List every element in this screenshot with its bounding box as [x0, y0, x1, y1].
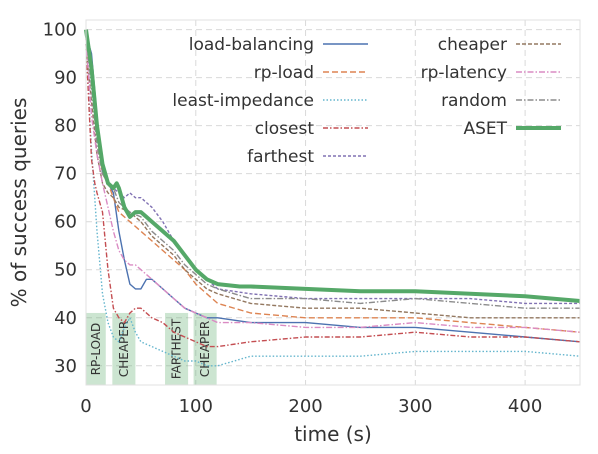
phase-band [193, 312, 217, 385]
series-line-cheaper [85, 48, 580, 319]
series-line-aset [84, 29, 581, 303]
x-tick-label: 400 [508, 396, 542, 417]
legend-label: rp-latency [421, 63, 507, 83]
y-tick-label: 30 [54, 356, 77, 377]
y-tick-label: 50 [54, 260, 77, 281]
y-tick-label: 90 [54, 68, 77, 89]
y-tick-label: 70 [54, 164, 77, 185]
legend-label: ASET [463, 119, 507, 139]
legend-label: cheaper [438, 35, 507, 55]
legend-label: closest [255, 119, 315, 139]
phase-label: CHEAPER [198, 321, 212, 377]
x-tick-label: 300 [398, 396, 432, 417]
series-line-closest [85, 43, 581, 348]
phase-label: RP-LOAD [89, 323, 103, 376]
legend-label: least-impedance [172, 91, 314, 111]
phase-label: CHEAPER [117, 321, 131, 377]
legend-label: random [441, 91, 507, 111]
phase-label: FARTHEST [170, 318, 184, 379]
y-axis-title: % of success queries [7, 98, 31, 308]
phase-band [112, 312, 136, 385]
x-tick-label: 0 [80, 396, 91, 417]
y-tick-label: 100 [43, 20, 77, 41]
y-tick-label: 60 [54, 212, 77, 233]
x-tick-label: 200 [288, 396, 322, 417]
series-line-rp-latency [85, 39, 581, 333]
y-tick-label: 80 [54, 116, 77, 137]
y-tick-label: 40 [54, 308, 77, 329]
legend-label: load-balancing [189, 35, 314, 55]
phase-band [86, 312, 106, 385]
legend-label: rp-load [254, 63, 314, 83]
x-axis-title: time (s) [294, 422, 372, 446]
axes: 0 100 200 300 400 30 40 50 60 70 80 90 100 [43, 19, 581, 417]
legend-label: farthest [247, 147, 314, 167]
phase-bands: RP-LOAD CHEAPER FARTHEST CHEAPER [86, 312, 217, 385]
series-lines [84, 29, 581, 367]
legend: load-balancing rp-load least-impedance clos… [172, 35, 561, 167]
x-tick-label: 100 [179, 396, 213, 417]
phase-band [165, 312, 189, 385]
series-line-least-impedance [85, 43, 581, 367]
plot-frame [85, 19, 581, 386]
